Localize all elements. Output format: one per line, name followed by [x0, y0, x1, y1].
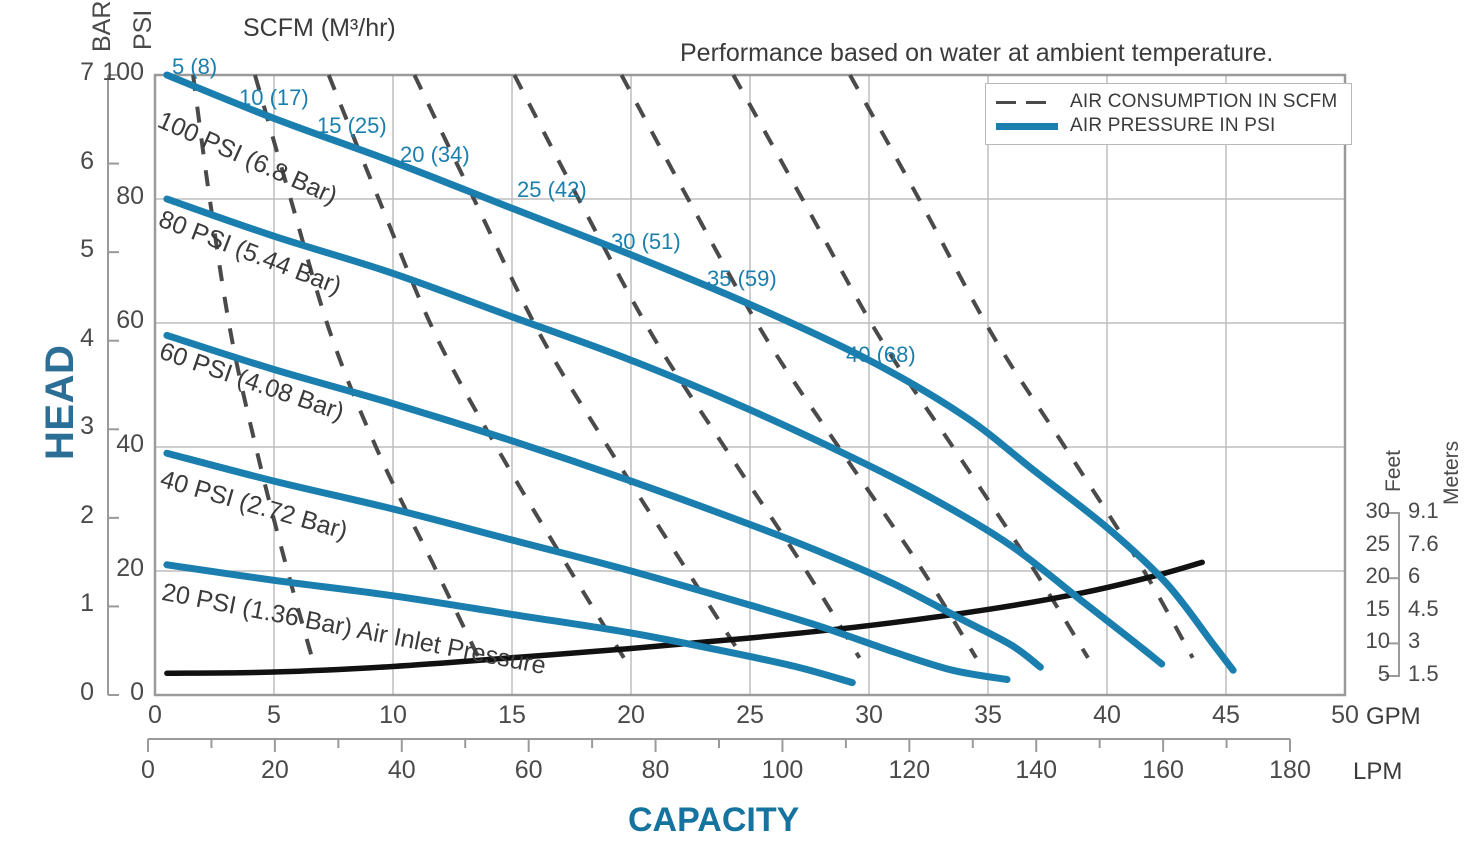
legend-item-air-consumption: AIR CONSUMPTION IN SCFM: [996, 90, 1337, 114]
bar-tick-label: 2: [80, 500, 94, 529]
lpm-unit-label: LPM: [1353, 758, 1403, 785]
bar-axis-title: BAR: [88, 0, 116, 52]
lpm-tick-label: 80: [641, 756, 670, 784]
npshr-meters-tick-label: 3: [1408, 628, 1421, 654]
npshr-feet-tick-label: 25: [1365, 530, 1390, 556]
gpm-tick-label: 40: [1093, 701, 1121, 729]
npshr-meters-tick-label: 4.5: [1408, 595, 1439, 621]
gpm-tick-label: 50: [1331, 701, 1359, 729]
scfm-curve-label: 35 (59): [707, 266, 777, 291]
psi-axis-title: PSI: [129, 9, 157, 50]
npshr-axis-title: NPSHR: [1462, 277, 1469, 420]
lpm-tick-label: 160: [1142, 756, 1184, 784]
npshr-feet-tick-label: 20: [1365, 563, 1390, 589]
bar-tick-label: 0: [80, 678, 94, 706]
npshr-feet-tick-label: 15: [1365, 595, 1390, 621]
curve-lines: [163, 71, 1237, 687]
gpm-tick-label: 10: [379, 701, 407, 729]
lpm-tick-label: 0: [141, 756, 155, 784]
lpm-tick-label: 20: [260, 756, 289, 784]
npshr-meters-tick-label: 1.5: [1408, 661, 1439, 686]
legend-item-air-pressure: AIR PRESSURE IN PSI: [996, 114, 1337, 138]
gpm-tick-label: 45: [1212, 701, 1240, 729]
scfm-curve-label: 30 (51): [611, 229, 681, 254]
scfm-curve-label: 5 (8): [172, 54, 218, 79]
lpm-tick-label: 140: [1015, 756, 1058, 784]
npshr-meters-tick-label: 9.1: [1408, 498, 1439, 523]
psi-tick-label: 40: [116, 430, 144, 458]
lpm-tick-label: 60: [514, 756, 543, 784]
bar-tick-label: 5: [80, 235, 94, 264]
scfm-curve-label: 15 (25): [317, 113, 387, 138]
bar-tick-label: 4: [80, 323, 94, 352]
meters-scale-title: Meters: [1440, 440, 1463, 505]
legend-label-air-consumption: AIR CONSUMPTION IN SCFM: [1070, 91, 1338, 112]
solid-line-swatch: [996, 119, 1058, 133]
psi-tick-label: 0: [130, 678, 144, 706]
dashed-line-swatch: [996, 95, 1058, 109]
lpm-tick-label: 180: [1269, 756, 1311, 784]
chart-title: Performance based on water at ambient te…: [680, 39, 1274, 67]
gpm-tick-label: 30: [855, 701, 883, 729]
psi-tick-label: 60: [116, 306, 144, 334]
gpm-tick-label: 35: [974, 701, 1002, 729]
lpm-tick-label: 40: [387, 756, 416, 784]
feet-scale-title: Feet: [1382, 449, 1405, 492]
scfm-curve-label: 40 (68): [846, 342, 916, 367]
psi-tick-label: 100: [102, 58, 144, 86]
npshr-meters-tick-label: 6: [1408, 563, 1421, 589]
npshr-feet-tick-label: 5: [1377, 661, 1390, 686]
gpm-tick-label: 0: [148, 701, 162, 729]
scfm-curve-label: 10 (17): [239, 85, 309, 110]
gpm-tick-label: 5: [267, 701, 281, 729]
scfm-curve-label: 25 (42): [517, 177, 587, 202]
npshr-meters-tick-label: 7.6: [1408, 530, 1439, 556]
scfm-header-label: SCFM (M³/hr): [243, 14, 396, 42]
lpm-tick-label: 120: [888, 756, 931, 784]
capacity-axis-title: CAPACITY: [628, 801, 800, 839]
psi-tick-label: 80: [116, 182, 144, 210]
axis-ticks: [107, 74, 1400, 752]
npshr-feet-tick-label: 30: [1365, 498, 1390, 523]
gpm-tick-label: 25: [736, 701, 764, 729]
bar-tick-label: 6: [80, 146, 94, 175]
legend: AIR CONSUMPTION IN SCFM AIR PRESSURE IN …: [985, 83, 1353, 145]
bar-tick-label: 1: [80, 589, 94, 618]
bar-tick-label: 3: [80, 412, 94, 441]
scfm-curve-label: 20 (34): [400, 142, 470, 167]
grid-lines: [155, 75, 1345, 695]
gpm-tick-label: 15: [498, 701, 526, 729]
gpm-unit-label: GPM: [1366, 703, 1421, 730]
bar-tick-label: 7: [80, 58, 94, 86]
head-axis-title: HEAD: [38, 344, 82, 460]
gpm-tick-label: 20: [617, 701, 645, 729]
npshr-feet-tick-label: 10: [1365, 628, 1390, 654]
lpm-tick-label: 100: [761, 756, 804, 784]
legend-label-air-pressure: AIR PRESSURE IN PSI: [1070, 115, 1276, 136]
psi-tick-label: 20: [116, 554, 144, 582]
